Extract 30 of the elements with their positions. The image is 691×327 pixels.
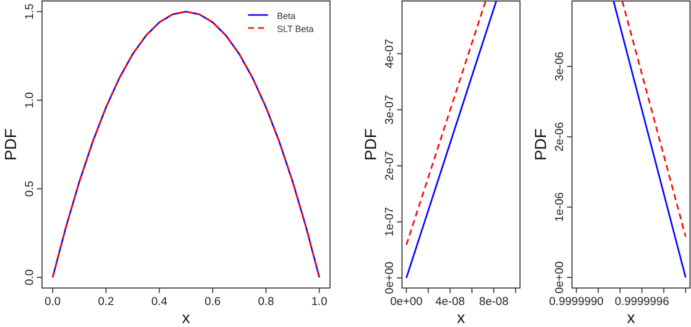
y-tick-label: 2e-06 xyxy=(554,122,566,152)
y-tick-label: 0.0 xyxy=(24,269,36,286)
y-tick-label: 0.5 xyxy=(24,180,36,197)
y-tick-label: 1.0 xyxy=(24,92,36,108)
x-tick-label: 4e-08 xyxy=(435,296,465,308)
y-tick-label: 1e-06 xyxy=(554,192,566,222)
y-tick-label: 1e-07 xyxy=(384,207,396,237)
x-tick-label: 0.9999990 xyxy=(549,296,604,308)
x-axis-title: x xyxy=(182,310,190,327)
y-tick-label: 4e-07 xyxy=(384,38,396,68)
x-tick-label: 0.2 xyxy=(98,296,114,308)
y-axis-title: PDF xyxy=(3,128,20,160)
y-axis-title: PDF xyxy=(533,128,550,160)
x-tick-label: 0.6 xyxy=(204,296,221,308)
x-tick-label: 0.0 xyxy=(44,296,61,308)
x-tick-label: 0.8 xyxy=(258,296,274,308)
y-tick-label: 3e-07 xyxy=(384,95,396,124)
y-tick-label: 3e-06 xyxy=(554,52,566,82)
legend-label: Beta xyxy=(277,11,296,21)
legend-label: SLT Beta xyxy=(277,24,314,34)
x-axis-title: x xyxy=(457,310,465,327)
x-tick-label: 0.4 xyxy=(151,296,168,308)
x-tick-label: 1.0 xyxy=(311,296,328,308)
x-axis-title: x xyxy=(627,310,635,327)
line-series xyxy=(52,10,320,278)
y-tick-label: 1.5 xyxy=(24,4,36,20)
x-tick-label: 0.9999996 xyxy=(614,296,670,308)
y-tick-label: 2e-07 xyxy=(384,151,396,181)
x-tick-label: 8e-08 xyxy=(479,296,508,308)
y-axis-title: PDF xyxy=(363,128,380,160)
